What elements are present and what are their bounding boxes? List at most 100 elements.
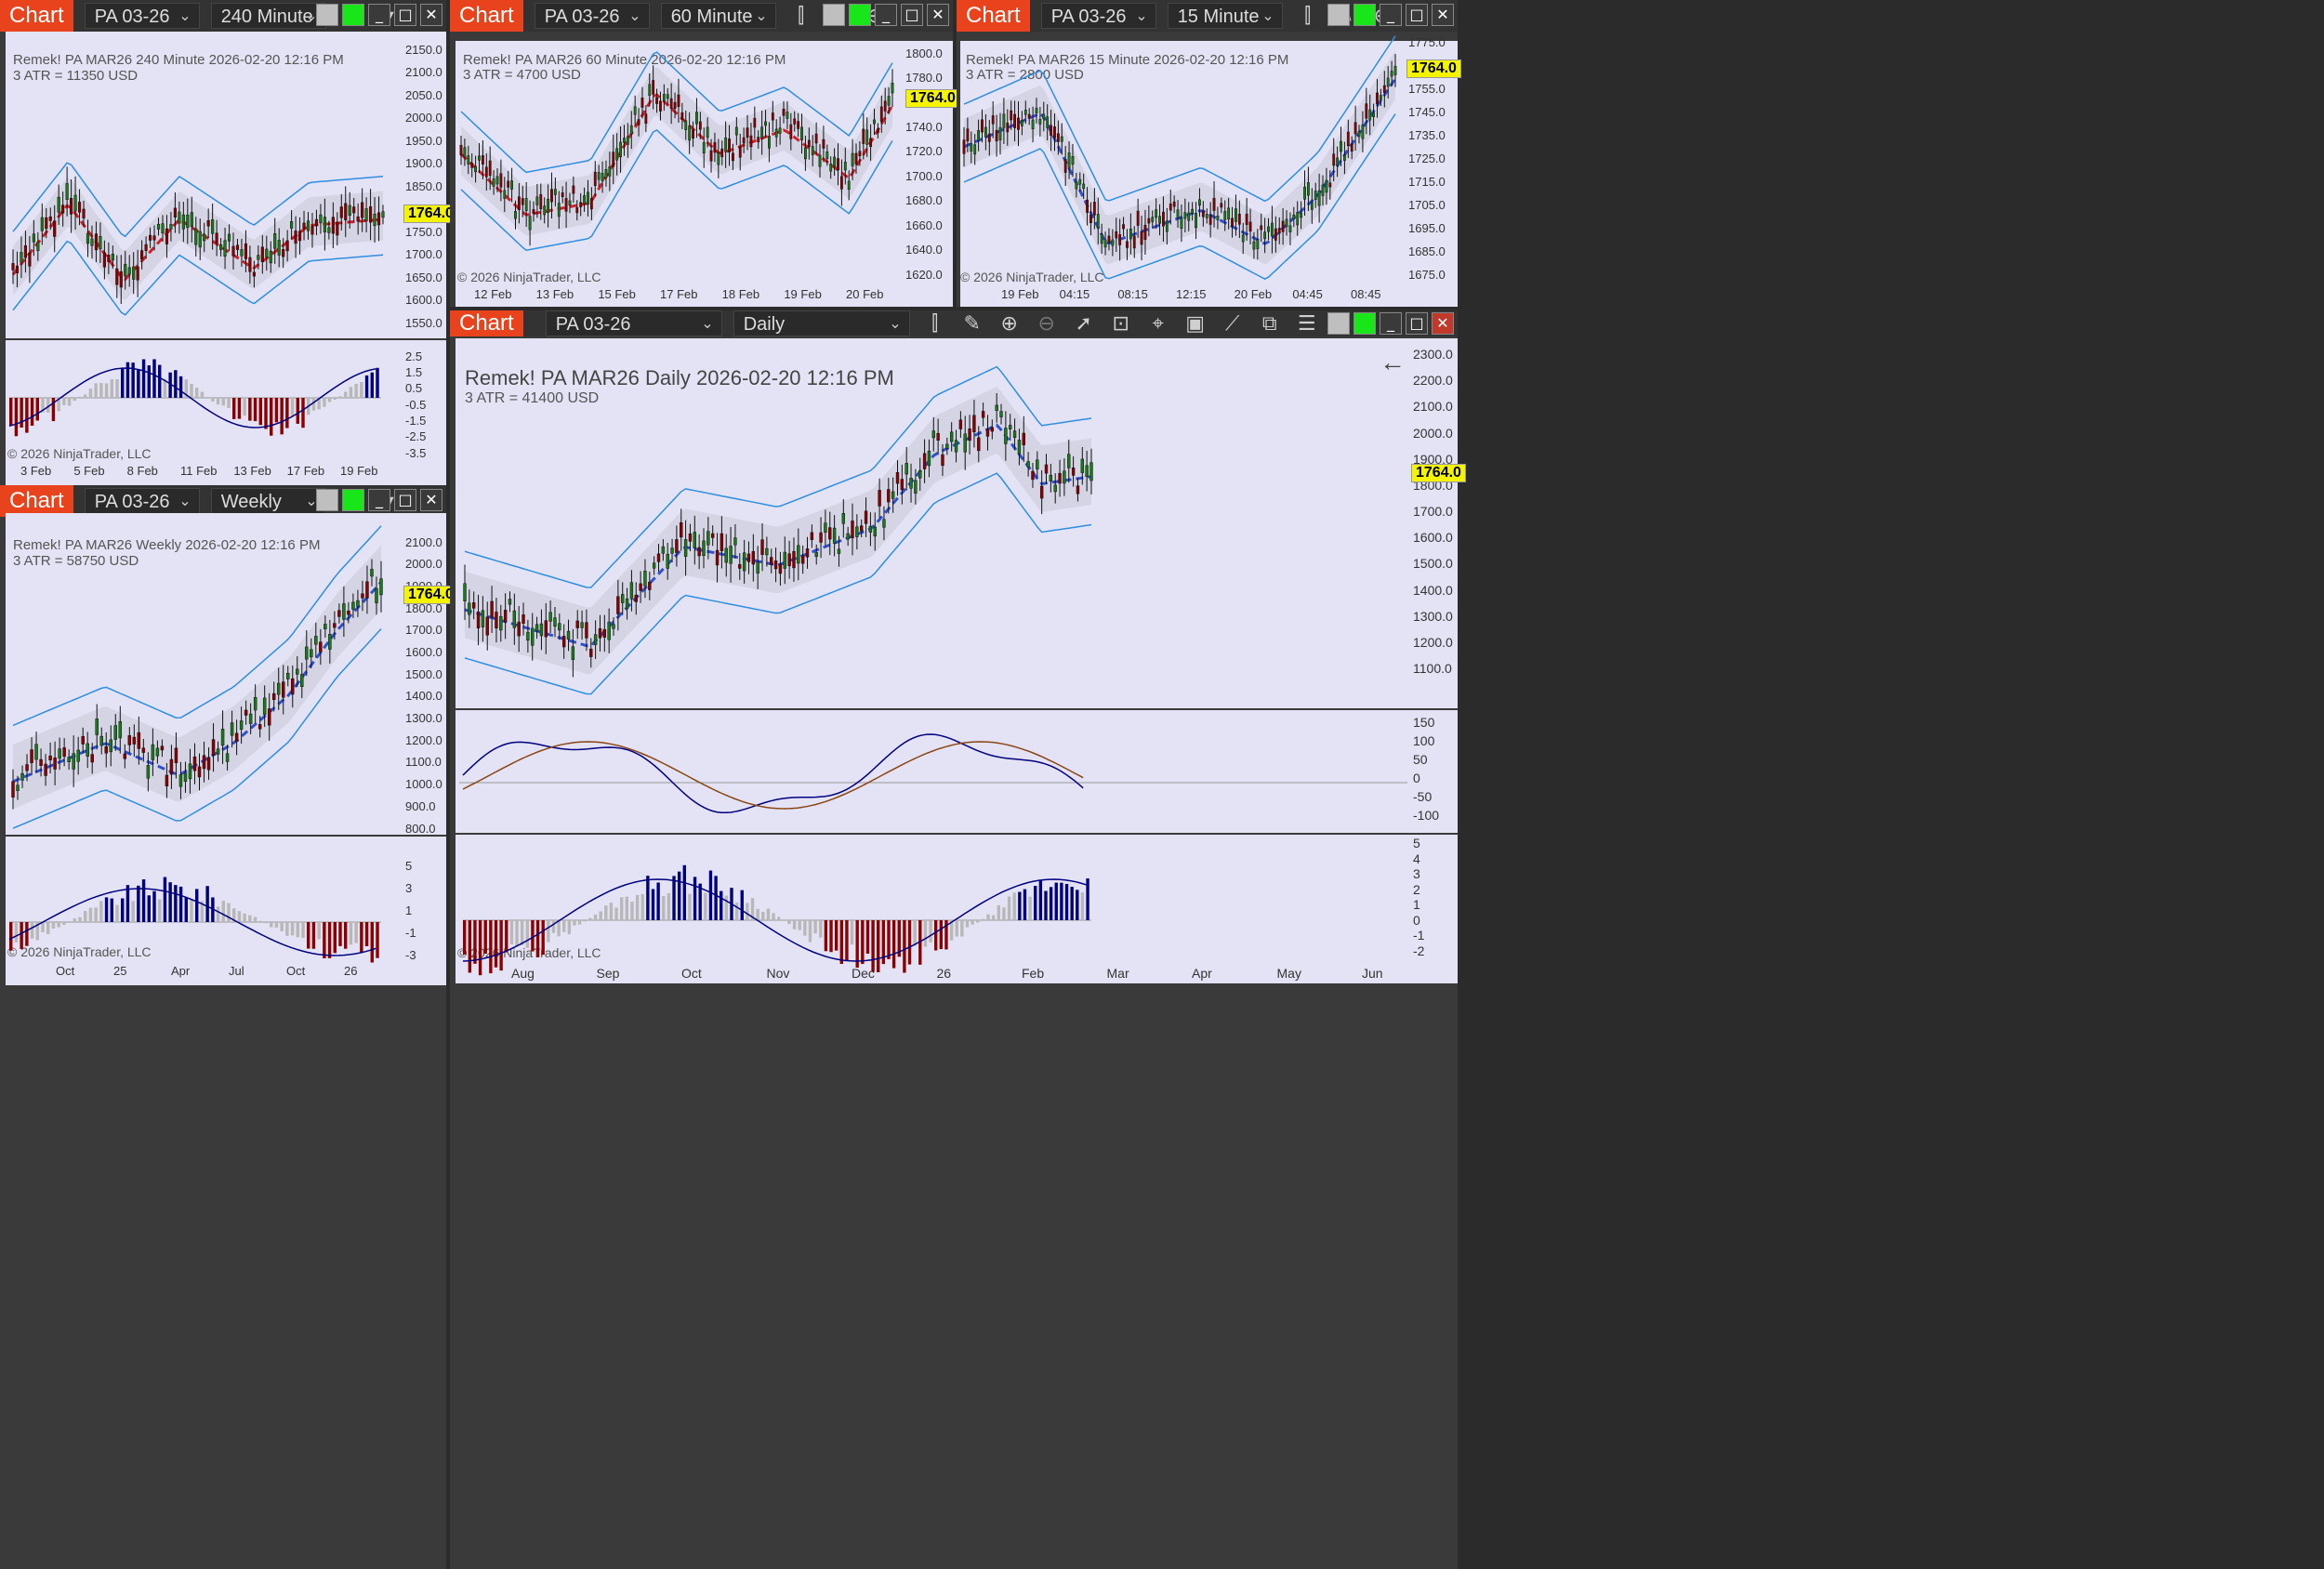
gray-button[interactable] xyxy=(1327,4,1350,26)
axis-tick-label: 1745.0 xyxy=(1408,104,1446,119)
maximize-button[interactable]: □ xyxy=(1406,312,1428,335)
axis-tick-label: 1200.0 xyxy=(1413,634,1453,650)
chart-tab[interactable]: Chart xyxy=(450,310,523,336)
link-button[interactable] xyxy=(342,489,364,511)
link-button[interactable] xyxy=(1353,312,1376,335)
chart-tab[interactable]: Chart xyxy=(0,0,73,32)
axis-tick-label: 1400.0 xyxy=(1413,582,1453,598)
gray-button[interactable] xyxy=(316,4,338,26)
candle-body xyxy=(833,156,837,167)
candle-body xyxy=(1267,226,1270,232)
maximize-button[interactable]: □ xyxy=(394,489,416,511)
link-button[interactable] xyxy=(342,4,364,26)
candle-body xyxy=(1321,184,1325,196)
maximize-button[interactable]: □ xyxy=(901,4,923,26)
price-axis[interactable]: 1800.01780.01760.01740.01720.01700.01680… xyxy=(902,41,953,284)
oscillator-axis[interactable]: 5 3 1 -1 -3 xyxy=(402,837,446,962)
bar-style-icon[interactable]: ⫿ xyxy=(1304,4,1312,28)
pointer-icon[interactable]: ➚ xyxy=(1075,311,1092,336)
instrument-select[interactable]: PA 03-26 ⌄ xyxy=(534,3,650,29)
strategy-icon[interactable]: ⟋ xyxy=(1224,311,1240,336)
chart-tab[interactable]: Chart xyxy=(957,0,1030,32)
interval-select[interactable]: 15 Minute ⌄ xyxy=(1167,3,1283,29)
price-axis[interactable]: 1775.01765.01755.01745.01735.01725.01715… xyxy=(1405,35,1458,284)
oscillator-panel[interactable] xyxy=(6,340,402,461)
time-axis[interactable]: 12 Feb 13 Feb 15 Feb 17 Feb 18 Feb 19 Feb 20 F… xyxy=(456,284,953,307)
close-button[interactable]: ✕ xyxy=(420,489,442,511)
candle-body xyxy=(1300,212,1303,218)
candle-body xyxy=(517,621,521,637)
instrument-select[interactable]: PA 03-26 ⌄ xyxy=(545,310,722,336)
time-axis[interactable]: Oct 25 Apr Jul Oct 26 xyxy=(6,961,446,985)
histogram-bar xyxy=(360,922,363,954)
gray-button[interactable] xyxy=(1327,312,1350,335)
close-button[interactable]: ✕ xyxy=(1432,4,1454,26)
axis-tick-label: Mar xyxy=(1106,966,1129,981)
candle-body xyxy=(720,533,724,551)
maximize-button[interactable]: □ xyxy=(394,4,416,26)
crosshair-icon[interactable]: ⌖ xyxy=(1152,311,1164,336)
candle-body xyxy=(841,512,846,524)
snapshot-icon[interactable]: ▣ xyxy=(1185,311,1206,336)
histogram-bar xyxy=(51,922,56,930)
histogram-bar xyxy=(630,902,634,920)
close-button[interactable]: ✕ xyxy=(1432,312,1454,335)
bar-style-icon[interactable]: ⫿ xyxy=(931,311,939,336)
properties-icon[interactable]: ☰ xyxy=(1297,311,1316,336)
candle-body xyxy=(742,137,746,144)
link-button[interactable] xyxy=(849,4,871,26)
axis-tick-label: 1300.0 xyxy=(405,711,442,726)
bar-style-icon[interactable]: ⫿ xyxy=(798,4,805,28)
axis-tick-label: 25 xyxy=(113,964,127,978)
histogram-bar xyxy=(478,920,482,976)
minimize-button[interactable]: _ xyxy=(1380,312,1402,335)
minimize-button[interactable]: _ xyxy=(875,4,897,26)
candle-body xyxy=(1009,425,1012,429)
back-arrow-icon[interactable]: ← xyxy=(1380,348,1406,376)
candle-body xyxy=(680,112,684,120)
oscillator-axis[interactable]: 5 4 3 2 1 0 -1 -2 xyxy=(1409,835,1458,963)
close-button[interactable]: ✕ xyxy=(927,4,949,26)
interval-select[interactable]: Daily ⌄ xyxy=(733,310,910,336)
zoom-in-icon[interactable]: ⊕ xyxy=(1000,311,1018,336)
candle-body xyxy=(1136,210,1140,226)
candle-body xyxy=(132,736,137,745)
histogram-bar xyxy=(280,922,284,931)
chart-tab[interactable]: Chart xyxy=(0,485,73,517)
candle-body xyxy=(662,94,666,101)
indicators-icon[interactable]: ⧉ xyxy=(1261,311,1277,336)
candle-body xyxy=(1379,95,1382,100)
instrument-select[interactable]: PA 03-26 ⌄ xyxy=(84,488,200,514)
price-axis[interactable]: 2100.02000.01900.01800.01700.01600.01500… xyxy=(402,513,446,836)
time-axis[interactable]: 3 Feb 5 Feb 8 Feb 11 Feb 13 Feb 17 Feb 19 Feb xyxy=(6,461,446,485)
histogram-bar xyxy=(965,920,970,928)
minimize-button[interactable]: _ xyxy=(368,4,390,26)
instrument-select[interactable]: PA 03-26 ⌄ xyxy=(1040,3,1156,29)
histogram-bar xyxy=(78,396,82,398)
gray-button[interactable] xyxy=(316,489,338,511)
cci-panel[interactable] xyxy=(456,710,1409,833)
histogram-bar xyxy=(211,398,215,402)
close-button[interactable]: ✕ xyxy=(420,4,442,26)
gray-button[interactable] xyxy=(823,4,845,26)
data-box-icon[interactable]: ⊡ xyxy=(1112,311,1129,336)
price-axis[interactable]: 2300.0 2200.0 2100.0 2000.0 1900.0 1800.0 1700… xyxy=(1409,338,1458,708)
histogram-bar xyxy=(163,877,167,922)
axis-tick-label: -1 xyxy=(1413,928,1425,943)
pencil-icon[interactable]: ✎ xyxy=(963,311,981,336)
oscillator-axis[interactable]: 2.5 1.5 0.5 -0.5 -1.5 -2.5 -3.5 xyxy=(402,340,446,461)
interval-select[interactable]: 60 Minute ⌄ xyxy=(660,3,776,29)
time-axis[interactable]: Aug Sep Oct Nov Dec 26 Feb Mar Apr May Jun xyxy=(456,963,1458,983)
minimize-button[interactable]: _ xyxy=(368,489,390,511)
cci-axis[interactable]: 150 100 50 0 -50 -100 xyxy=(1409,710,1458,833)
instrument-select[interactable]: PA 03-26 ⌄ xyxy=(84,3,200,29)
minimize-button[interactable]: _ xyxy=(1380,4,1402,26)
interval-select[interactable]: 240 Minute ⌄ xyxy=(210,3,326,29)
time-axis[interactable]: 19 Feb 04:15 08:15 12:15 20 Feb 04:45 08:45 xyxy=(960,284,1458,307)
candle-body xyxy=(16,784,20,791)
zoom-out-icon[interactable]: ⊖ xyxy=(1037,311,1055,336)
oscillator-panel[interactable] xyxy=(456,835,1409,963)
chart-tab[interactable]: Chart xyxy=(450,0,523,32)
link-button[interactable] xyxy=(1353,4,1376,26)
maximize-button[interactable]: □ xyxy=(1406,4,1428,26)
